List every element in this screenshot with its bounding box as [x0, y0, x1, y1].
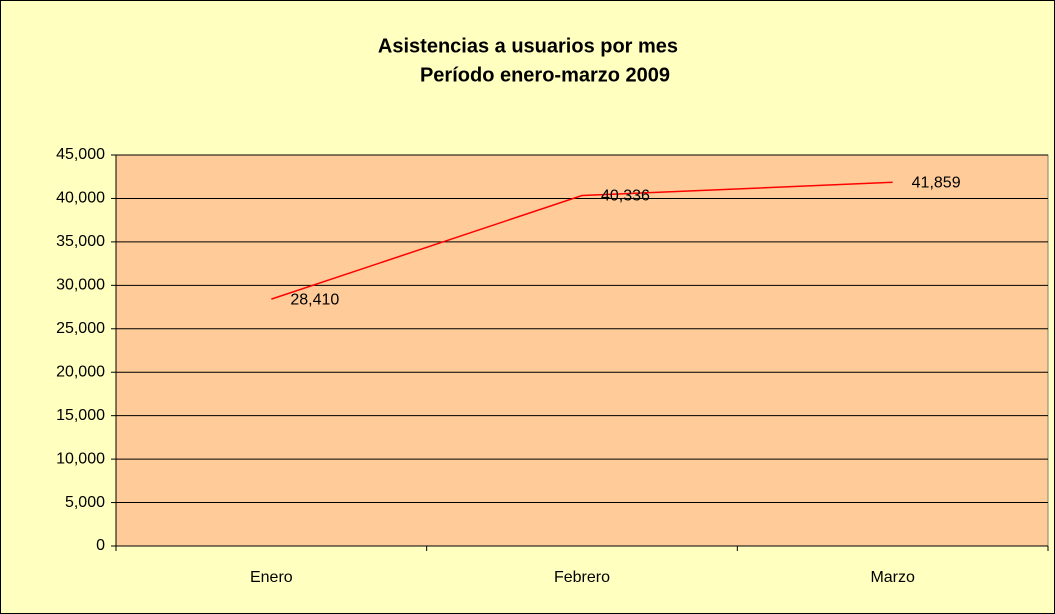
plot-area — [115, 154, 1049, 547]
data-label: 41,859 — [912, 175, 961, 192]
y-tick-label: 0 — [96, 537, 105, 554]
data-label: 40,336 — [601, 188, 650, 205]
data-label: 28,410 — [290, 291, 339, 308]
y-tick-label: 5,000 — [65, 494, 105, 511]
x-tick-label: Marzo — [870, 569, 915, 586]
y-tick-label: 45,000 — [56, 146, 105, 163]
y-tick-label: 40,000 — [56, 190, 105, 207]
x-tick-label: Enero — [250, 569, 293, 586]
y-tick-label: 15,000 — [56, 407, 105, 424]
data-line — [271, 181, 893, 300]
y-tick-label: 20,000 — [56, 363, 105, 380]
y-tick-label: 25,000 — [56, 320, 105, 337]
x-tick-label: Febrero — [554, 569, 610, 586]
y-tick-label: 10,000 — [56, 450, 105, 467]
y-tick-label: 35,000 — [56, 233, 105, 250]
y-tick-label: 30,000 — [56, 277, 105, 294]
chart-title: Asistencias a usuarios por mes — [378, 35, 678, 57]
chart-subtitle: Período enero-marzo 2009 — [420, 64, 670, 86]
